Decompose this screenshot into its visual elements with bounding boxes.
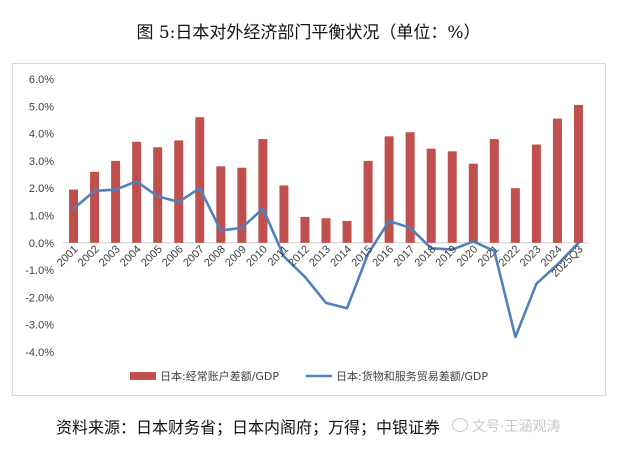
x-tick-label: 2004 xyxy=(118,243,144,269)
bar xyxy=(573,104,583,243)
x-tick-label: 2002 xyxy=(76,243,102,269)
y-tick-label: 0.0% xyxy=(29,238,54,250)
y-tick-label: 6.0% xyxy=(29,74,54,86)
x-tick-label: 2023 xyxy=(518,243,544,269)
y-tick-label: -1.0% xyxy=(25,265,54,277)
watermark: 文号·王涵观涛 xyxy=(452,416,560,436)
chart-area: 6.0% 5.0% 4.0% 3.0% 2.0% 1.0% 0.0% -1.0% -2.0% -3… xyxy=(12,63,606,396)
legend-label-current-account: 日本:经常账户差额/GDP xyxy=(160,369,279,383)
legend-label-trade-balance: 日本:货物和服务贸易差额/GDP xyxy=(336,369,488,383)
x-tick-label: 2022 xyxy=(497,243,523,269)
y-tick-label: 2.0% xyxy=(29,183,54,195)
x-tick-label: 2010 xyxy=(244,243,270,269)
bar xyxy=(426,148,436,243)
x-tick-label: 2005 xyxy=(139,243,165,269)
y-tick-label: 1.0% xyxy=(29,211,54,223)
bar xyxy=(237,167,247,243)
line-series-layer xyxy=(72,180,580,339)
bar xyxy=(216,166,226,243)
bar xyxy=(405,132,415,243)
y-tick-label: -3.0% xyxy=(25,320,54,332)
y-tick-label: 5.0% xyxy=(29,101,54,113)
watermark-text: 文号·王涵观涛 xyxy=(472,419,561,435)
bar xyxy=(384,136,394,243)
y-tick-label: -4.0% xyxy=(25,347,54,359)
bar xyxy=(489,139,499,243)
bar xyxy=(90,171,100,243)
x-tick-label: 2017 xyxy=(391,243,417,269)
source-note: 资料来源：日本财务省；日本内阁府；万得；中银证券 xyxy=(56,418,441,437)
y-tick-label: -2.0% xyxy=(25,292,54,304)
legend-swatch-bar xyxy=(130,372,156,380)
x-tick-label: 2008 xyxy=(202,243,228,269)
bar xyxy=(279,185,289,243)
y-tick-label: 4.0% xyxy=(29,129,54,141)
x-tick-label: 2014 xyxy=(328,243,354,269)
x-tick-label: 2006 xyxy=(160,243,186,269)
x-tick-label: 2009 xyxy=(223,243,249,269)
bar xyxy=(531,144,541,243)
x-tick-label: 2012 xyxy=(286,243,312,269)
bar-series xyxy=(69,104,583,243)
x-tick-label: 2016 xyxy=(370,243,396,269)
x-tick-label: 2003 xyxy=(97,243,123,269)
bar xyxy=(174,140,184,243)
y-axis-tick-labels: 6.0% 5.0% 4.0% 3.0% 2.0% 1.0% 0.0% -1.0% -2.0% -3… xyxy=(25,74,54,359)
bar xyxy=(300,216,310,243)
bar xyxy=(132,141,142,243)
bar xyxy=(69,189,79,243)
bar xyxy=(258,139,268,243)
series-line xyxy=(72,180,580,339)
bar xyxy=(468,163,478,243)
x-axis-tick-labels: 2001200220032004200520062007200820092010… xyxy=(55,243,586,279)
combo-chart: 6.0% 5.0% 4.0% 3.0% 2.0% 1.0% 0.0% -1.0% -2.0% -3… xyxy=(25,74,589,383)
bar xyxy=(342,220,352,243)
wechat-icon xyxy=(452,418,468,432)
bar xyxy=(447,151,457,243)
legend: 日本:经常账户差额/GDP 日本:货物和服务贸易差额/GDP xyxy=(130,369,488,383)
bar xyxy=(321,218,331,243)
y-tick-label: 3.0% xyxy=(29,156,54,168)
bar xyxy=(363,160,373,243)
bar xyxy=(195,117,205,243)
bar xyxy=(552,118,562,243)
x-tick-label: 2013 xyxy=(307,243,333,269)
figure-title: 图 5:日本对外经济部门平衡状况（单位：%） xyxy=(136,23,481,43)
bar xyxy=(510,188,520,243)
x-tick-label: 2011 xyxy=(266,243,291,268)
bar xyxy=(111,160,121,243)
x-tick-label: 2007 xyxy=(181,243,207,269)
x-tick-label: 2001 xyxy=(55,243,81,269)
